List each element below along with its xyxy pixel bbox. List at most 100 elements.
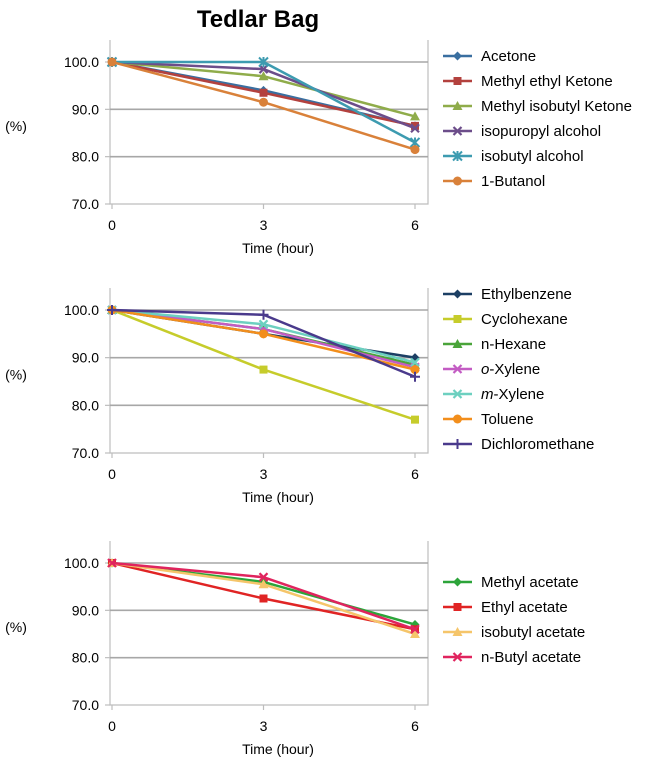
data-point: [107, 558, 117, 568]
legend: Methyl acetate Ethyl acetate isobutyl acet…: [443, 574, 585, 666]
y-tick-label: 70.0: [72, 196, 99, 212]
legend-label: n-Butyl acetate: [481, 649, 581, 666]
data-point: [411, 415, 419, 424]
legend-marker: [452, 126, 463, 136]
legend-marker: [453, 51, 462, 61]
x-tick-label: 0: [108, 466, 116, 482]
data-point: [410, 111, 420, 121]
data-point: [258, 309, 269, 320]
legend-item: 1-Butanol: [443, 173, 545, 190]
chart-title: Tedlar Bag: [197, 6, 319, 33]
data-point: [410, 624, 420, 635]
y-tick-label: 70.0: [72, 697, 99, 713]
legend-item: Methyl isobutyl Ketone: [443, 98, 632, 115]
legend-marker: [453, 414, 462, 424]
data-point: [258, 64, 269, 74]
legend-label: isobutyl alcohol: [481, 148, 584, 165]
data-point: [107, 57, 117, 67]
legend-label: Ethyl acetate: [481, 599, 568, 616]
x-tick-label: 3: [260, 217, 268, 233]
legend-label: Ethylbenzene: [481, 286, 572, 303]
y-tick-label: 100.0: [64, 54, 99, 70]
legend-item: isobutyl acetate: [443, 624, 585, 641]
plot-frame: [109, 40, 429, 205]
legend-item: isobutyl alcohol: [443, 148, 584, 165]
y-axis-label: (%): [5, 619, 27, 635]
y-tick-label: 100.0: [64, 302, 99, 318]
data-point: [411, 121, 419, 130]
plot-frame: [109, 541, 429, 706]
series-n-butyl-acetate: [107, 558, 420, 635]
x-tick-label: 6: [411, 217, 419, 233]
legend-label: m-Xylene: [481, 386, 544, 403]
x-tick-label: 0: [108, 718, 116, 734]
y-tick-label: 80.0: [72, 650, 99, 666]
legend-item: Methyl acetate: [443, 574, 579, 591]
x-tick-label: 6: [411, 466, 419, 482]
data-point: [259, 97, 268, 107]
legend-item: o-Xylene: [443, 361, 540, 378]
x-axis-label: Time (hour): [242, 741, 314, 757]
x-tick-label: 6: [411, 718, 419, 734]
y-tick-label: 70.0: [72, 445, 99, 461]
legend-label: o-Xylene: [481, 361, 540, 378]
data-point: [410, 123, 420, 134]
x-tick-label: 3: [260, 718, 268, 734]
legend-item: Ethyl acetate: [443, 599, 568, 616]
panels: 70.0 80.0 90.0 100.0 0 3 6 Time (hour) (%) Aceton…: [5, 40, 632, 757]
legend-marker: [453, 315, 462, 323]
x-axis-label: Time (hour): [242, 489, 314, 505]
legend-label: 1-Butanol: [481, 173, 545, 190]
y-tick-label: 100.0: [64, 555, 99, 571]
data-point: [258, 572, 269, 582]
y-tick-label: 90.0: [72, 602, 99, 618]
legend-marker: [453, 603, 462, 611]
y-tick-label: 80.0: [72, 149, 99, 165]
legend-marker: [452, 364, 463, 374]
data-point: [259, 329, 268, 339]
legend-item: m-Xylene: [443, 386, 544, 403]
x-tick-label: 0: [108, 217, 116, 233]
y-axis-label: (%): [5, 118, 27, 134]
legend-marker: [453, 176, 462, 186]
data-point: [410, 629, 420, 638]
data-point: [259, 594, 268, 603]
legend-label: n-Hexane: [481, 336, 546, 353]
y-tick-label: 80.0: [72, 397, 99, 413]
legend-marker: [452, 627, 463, 636]
data-point: [410, 365, 420, 375]
legend: Ethylbenzene Cyclohexane n-Hexane o-Xylene m…: [443, 286, 594, 453]
legend-label: isopuropyl alcohol: [481, 123, 601, 140]
legend-marker: [452, 101, 463, 110]
legend-item: isopuropyl alcohol: [443, 123, 601, 140]
legend-item: Cyclohexane: [443, 311, 568, 328]
legend-marker: [453, 77, 462, 85]
legend-label: Dichloromethane: [481, 436, 594, 453]
data-point: [259, 88, 268, 97]
data-point: [410, 357, 420, 368]
legend-item: Toluene: [443, 411, 534, 428]
legend-label: Methyl isobutyl Ketone: [481, 98, 632, 115]
y-tick-label: 90.0: [72, 101, 99, 117]
legend-label: Cyclohexane: [481, 311, 568, 328]
legend-label: Methyl ethyl Ketone: [481, 73, 613, 90]
legend-item: n-Hexane: [443, 336, 546, 353]
x-tick-label: 3: [260, 466, 268, 482]
data-point: [410, 371, 420, 382]
data-point: [107, 305, 117, 315]
legend-marker: [452, 339, 463, 348]
legend-label: Methyl acetate: [481, 574, 579, 591]
data-point: [410, 145, 420, 155]
data-point: [258, 319, 269, 330]
legend-item: Methyl ethyl Ketone: [443, 73, 613, 90]
y-axis-label: (%): [5, 367, 27, 383]
legend-marker: [452, 150, 463, 162]
data-point: [259, 365, 268, 374]
chart-panel-1: 70.0 80.0 90.0 100.0 0 3 6 Time (hour) (%) Aceton…: [5, 40, 632, 256]
legend-label: isobutyl acetate: [481, 624, 585, 641]
data-point: [258, 579, 269, 589]
legend-marker: [452, 389, 463, 399]
series-dichloromethane: [107, 305, 420, 382]
legend-marker: [453, 289, 462, 299]
